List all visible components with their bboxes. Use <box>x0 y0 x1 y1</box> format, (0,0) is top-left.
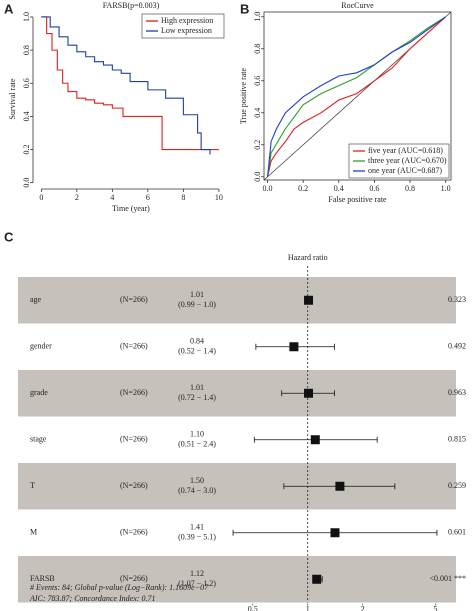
y-tick-label: 0.2 <box>253 140 262 150</box>
x-tick-label: 10 <box>215 193 223 202</box>
plot-frame <box>263 11 452 181</box>
x-tick-label: 5 <box>433 604 437 611</box>
legend-label: three year (AUC=0.670) <box>368 156 447 165</box>
legend-label: High expression <box>161 16 213 25</box>
x-tick-label: 0.5 <box>248 604 258 611</box>
legend-label: five year (AUC=0.618) <box>368 146 443 155</box>
row-n: (N=266) <box>120 435 148 444</box>
row-n: (N=266) <box>120 481 148 490</box>
ci-label: (0.72 − 1.4) <box>178 393 216 402</box>
ci-label: (0.99 − 1.0) <box>178 300 216 309</box>
forest-header: Hazard ratio <box>288 253 328 262</box>
hr-label: 1.01 <box>190 383 204 392</box>
y-tick-label: 0.4 <box>22 111 31 121</box>
y-axis-label: Survival rate <box>8 78 17 120</box>
y-axis-label: True positive rate <box>239 67 248 124</box>
ci-label: (0.74 − 3.0) <box>178 486 216 495</box>
x-tick-label: 0.4 <box>334 184 344 193</box>
y-tick-label: 0.0 <box>253 172 262 182</box>
y-tick-label: 1.0 <box>253 12 262 22</box>
hr-square <box>310 435 320 445</box>
x-tick-label: 1.0 <box>441 184 451 193</box>
row-n: (N=266) <box>120 342 148 351</box>
hr-square <box>335 481 345 491</box>
row-name: grade <box>30 388 48 397</box>
row-name: M <box>30 528 37 537</box>
hr-square <box>304 295 314 305</box>
hr-label: 1.01 <box>190 290 204 299</box>
panel-letter: C <box>4 229 14 244</box>
x-tick-label: 1 <box>306 604 310 611</box>
series-line <box>41 16 219 151</box>
p-label: 0.259 <box>448 481 466 490</box>
ci-label: (1.07 − 1.2) <box>178 579 216 588</box>
y-tick-label: 0.2 <box>22 145 31 155</box>
legend-box <box>348 143 450 179</box>
legend-label: Low expression <box>161 26 212 35</box>
footnote: # Events: 84; Global p-value (Log−Rank):… <box>30 583 209 592</box>
x-axis-label: False positive rate <box>328 195 387 204</box>
row-name: stage <box>30 435 47 444</box>
row-n: (N=266) <box>120 295 148 304</box>
p-label: 0.963 <box>448 388 466 397</box>
row-name: T <box>30 481 35 490</box>
hr-label: 0.84 <box>190 337 204 346</box>
p-label: 0.601 <box>448 528 466 537</box>
row-n: (N=266) <box>120 528 148 537</box>
row-n: (N=266) <box>120 574 148 583</box>
hr-label: 1.12 <box>190 569 204 578</box>
y-tick-label: 0.8 <box>22 45 31 55</box>
row-name: FARSB <box>30 574 55 583</box>
ci-label: (0.51 − 2.4) <box>178 440 216 449</box>
row-shading <box>18 556 456 603</box>
ci-label: (0.39 − 5.1) <box>178 533 216 542</box>
legend-label: one year (AUC=0.687) <box>368 166 442 175</box>
series-line <box>267 16 446 177</box>
chart-title: FARSB(p=0.003) <box>103 1 160 10</box>
row-name: age <box>30 295 42 304</box>
legend-box <box>141 13 225 39</box>
y-tick-label: 0.6 <box>22 78 31 88</box>
x-tick-label: 0.6 <box>369 184 379 193</box>
series-line <box>267 16 446 177</box>
y-tick-label: 0.0 <box>22 178 31 188</box>
y-tick-label: 0.4 <box>253 108 262 118</box>
hr-square <box>312 574 322 584</box>
p-label: 0.815 <box>448 435 466 444</box>
x-tick-label: 0 <box>39 193 43 202</box>
p-label: 0.492 <box>448 342 466 351</box>
x-tick-label: 8 <box>181 193 185 202</box>
x-axis-label: Time (year) <box>112 204 150 213</box>
chart-title: RocCurve <box>341 1 374 10</box>
panel-letter: B <box>240 1 249 16</box>
footnote: AIC: 783.87; Concordance Index: 0.71 <box>29 594 155 603</box>
series-line <box>267 16 447 177</box>
row-n: (N=266) <box>120 388 148 397</box>
y-tick-label: 0.8 <box>253 44 262 54</box>
x-tick-label: 4 <box>110 193 114 202</box>
ci-label: (0.52 − 1.4) <box>178 347 216 356</box>
series-line <box>41 16 211 155</box>
hr-label: 1.41 <box>190 523 204 532</box>
hr-label: 1.10 <box>190 430 204 439</box>
row-shading <box>18 370 456 417</box>
panel-letter: A <box>4 1 14 16</box>
p-label: 0.323 <box>448 295 466 304</box>
x-tick-label: 2 <box>361 604 365 611</box>
x-tick-label: 0.0 <box>263 184 273 193</box>
x-tick-label: 0.2 <box>298 184 308 193</box>
hr-label: 1.50 <box>190 476 204 485</box>
p-label: <0.001 *** <box>429 574 466 583</box>
x-tick-label: 2 <box>75 193 79 202</box>
x-tick-label: 0.8 <box>405 184 415 193</box>
row-shading <box>18 277 456 324</box>
hr-square <box>304 388 314 398</box>
y-tick-label: 0.6 <box>253 76 262 86</box>
x-tick-label: 6 <box>146 193 150 202</box>
hr-square <box>289 342 299 352</box>
y-tick-label: 1.0 <box>22 12 31 22</box>
hr-square <box>330 528 340 538</box>
row-name: gender <box>30 342 52 351</box>
